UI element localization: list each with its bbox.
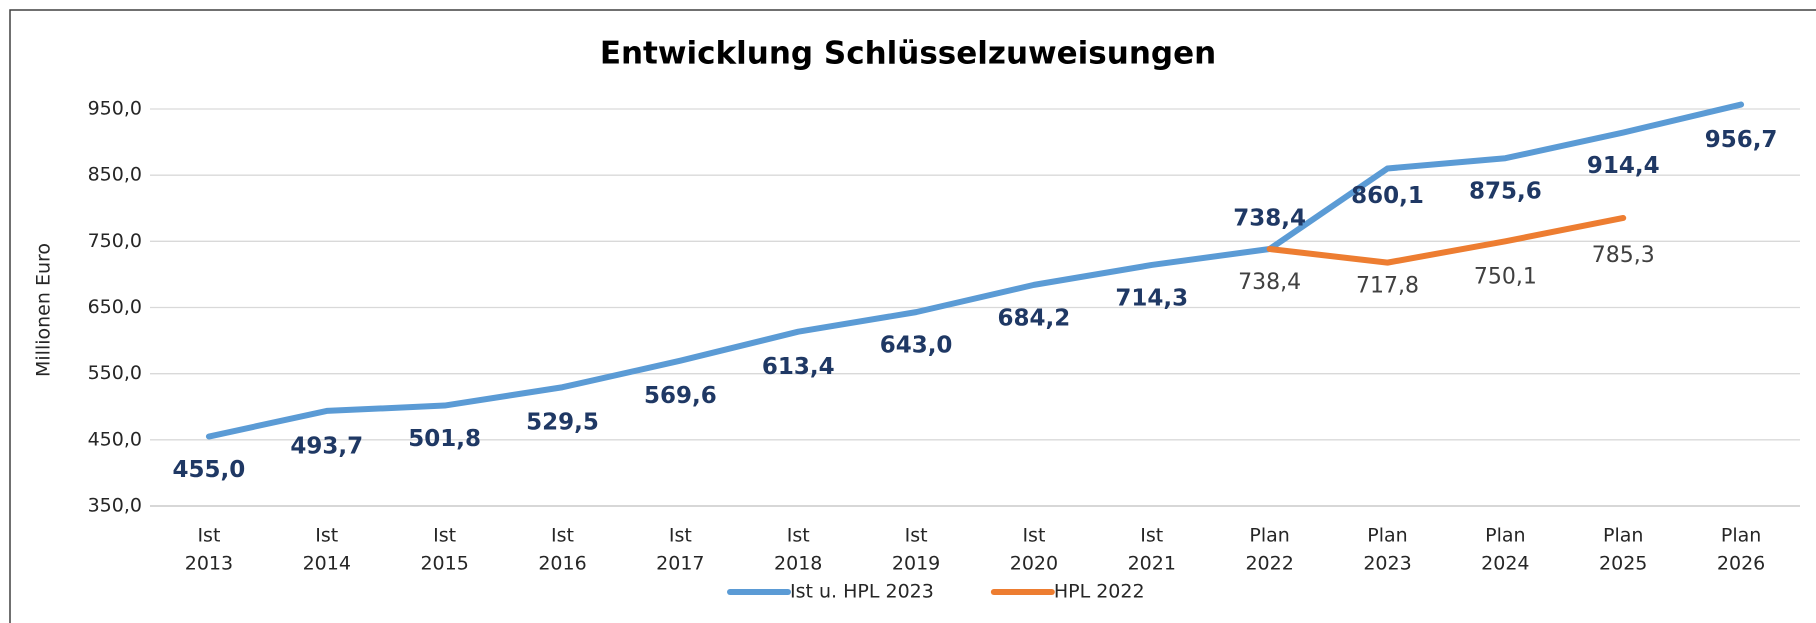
series-line: [1266, 214, 1627, 266]
x-tick-label: 2017: [656, 553, 704, 575]
data-label: 684,2: [998, 305, 1071, 331]
data-label: 860,1: [1351, 183, 1424, 209]
x-tick-label: Ist: [669, 525, 692, 547]
x-tick-label: 2022: [1245, 553, 1293, 575]
data-label: 529,5: [526, 410, 599, 436]
data-label: 914,4: [1587, 153, 1660, 179]
x-tick-label: Ist: [315, 525, 338, 547]
data-label: 501,8: [408, 426, 481, 452]
data-label: 956,7: [1705, 127, 1778, 153]
x-tick-label: 2023: [1363, 553, 1411, 575]
data-label: 785,3: [1592, 243, 1655, 268]
y-tick-label: 950,0: [88, 98, 142, 120]
x-tick-label: 2024: [1481, 553, 1529, 575]
y-axis-title: Millionen Euro: [33, 243, 55, 377]
data-label: 714,3: [1115, 285, 1188, 311]
data-label: 569,6: [644, 383, 717, 409]
x-tick-label: Ist: [1140, 525, 1163, 547]
data-label: 738,4: [1233, 206, 1306, 232]
x-tick-label: 2020: [1010, 553, 1058, 575]
chart-title: Entwicklung Schlüsselzuweisungen: [600, 36, 1216, 72]
x-tick-label: 2021: [1128, 553, 1176, 575]
x-tick-label: 2016: [538, 553, 586, 575]
x-tick-label: 2018: [774, 553, 822, 575]
x-tick-label: 2013: [185, 553, 233, 575]
x-tick-label: 2014: [303, 553, 351, 575]
data-label: 493,7: [290, 433, 363, 459]
x-tick-label: Ist: [1022, 525, 1045, 547]
y-tick-label: 850,0: [88, 164, 142, 186]
y-tick-label: 550,0: [88, 362, 142, 384]
data-label: 738,4: [1238, 270, 1301, 295]
y-tick-label: 450,0: [88, 428, 142, 450]
x-tick-label: Plan: [1485, 525, 1525, 547]
x-tick-label: 2019: [892, 553, 940, 575]
legend-label: Ist u. HPL 2023: [790, 581, 934, 603]
x-tick-label: Plan: [1721, 525, 1761, 547]
x-tick-label: Ist: [433, 525, 456, 547]
legend-label: HPL 2022: [1054, 581, 1145, 603]
x-tick-label: Plan: [1249, 525, 1289, 547]
chart-frame: [9, 9, 1816, 623]
x-tick-label: Ist: [905, 525, 928, 547]
x-tick-label: 2025: [1599, 553, 1647, 575]
y-tick-label: 350,0: [88, 495, 142, 517]
series-line: [205, 101, 1745, 440]
data-label: 455,0: [173, 457, 246, 483]
x-tick-label: Plan: [1603, 525, 1643, 547]
x-tick-label: 2015: [420, 553, 468, 575]
x-tick-label: Ist: [551, 525, 574, 547]
data-label: 717,8: [1356, 274, 1419, 299]
y-tick-label: 750,0: [88, 230, 142, 252]
x-tick-label: Plan: [1367, 525, 1407, 547]
y-tick-label: 650,0: [88, 296, 142, 318]
data-label: 613,4: [762, 354, 835, 380]
x-tick-label: Ist: [787, 525, 810, 547]
data-label: 643,0: [880, 333, 953, 359]
x-tick-label: 2026: [1717, 553, 1765, 575]
data-label: 750,1: [1474, 264, 1537, 289]
data-label: 875,6: [1469, 179, 1542, 205]
x-tick-label: Ist: [197, 525, 220, 547]
